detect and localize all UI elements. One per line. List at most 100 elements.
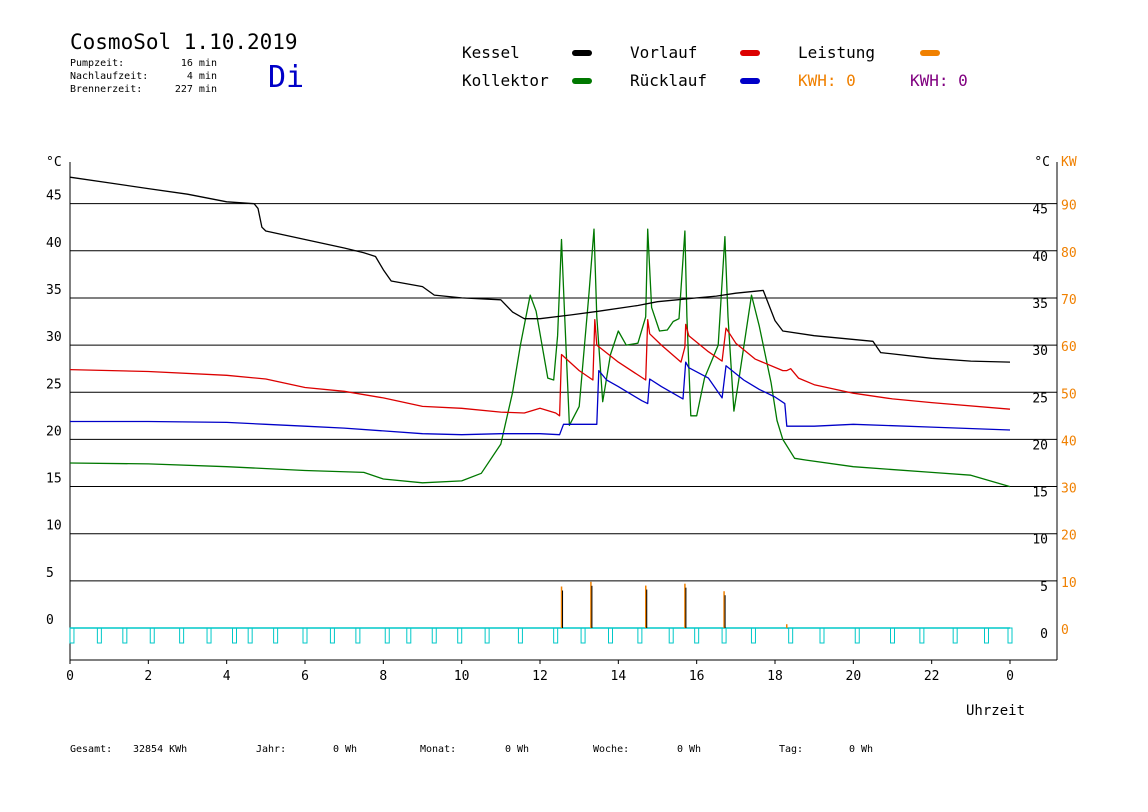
legend-swatch — [572, 50, 592, 56]
x-tick-label: 2 — [144, 669, 152, 684]
pump-pulse — [854, 627, 860, 644]
legend-swatch — [740, 50, 760, 56]
y-tick-label-left: 15 — [46, 472, 62, 487]
pump-pulse — [984, 627, 989, 644]
y-tick-label-left: 40 — [46, 236, 62, 251]
info-value: 16 min — [180, 58, 217, 69]
kw-tick-label: 40 — [1061, 434, 1077, 449]
kw-tick-label: 20 — [1061, 529, 1077, 544]
pump-pulse — [232, 627, 237, 644]
info-value: 4 min — [186, 71, 217, 82]
y-tick-label-left: 45 — [46, 189, 62, 204]
pump-pulse — [553, 627, 559, 644]
x-tick-label: 12 — [532, 669, 548, 684]
info-value: 227 min — [174, 84, 217, 95]
pump-pulse — [608, 627, 613, 644]
footer-label: Monat: — [420, 744, 457, 755]
pump-pulse — [919, 627, 925, 644]
series-line-kessel — [69, 176, 1011, 363]
x-tick-label: 4 — [223, 669, 231, 684]
y-tick-label-left: 20 — [46, 424, 62, 439]
kw-tick-label: 60 — [1061, 340, 1077, 355]
footer-label: Woche: — [593, 744, 630, 755]
x-tick-label: 22 — [924, 669, 940, 684]
footer-value: 0 Wh — [849, 744, 874, 755]
y-tick-label-right: 40 — [1032, 250, 1048, 265]
kwh-label: KWH: 0 — [910, 71, 968, 90]
footer-value: 0 Wh — [505, 744, 530, 755]
weekday-label: Di — [268, 60, 305, 95]
pump-pulse — [273, 627, 279, 644]
y-tick-label-left: 0 — [46, 613, 54, 628]
y-tick-label-right: 25 — [1032, 391, 1048, 406]
y-tick-label-right: 35 — [1032, 297, 1048, 312]
pump-pulse — [788, 627, 794, 644]
pump-pulse — [302, 627, 308, 644]
y-unit-right: °C — [1034, 155, 1050, 170]
pump-pulse — [355, 627, 361, 644]
pump-pulse — [517, 627, 523, 644]
x-tick-label: 20 — [846, 669, 862, 684]
kw-tick-label: 0 — [1061, 623, 1069, 638]
pump-pulse — [819, 627, 825, 644]
y-tick-label-right: 45 — [1032, 203, 1048, 218]
info-label: Pumpzeit: — [70, 58, 125, 69]
pump-pulse — [1007, 627, 1013, 644]
pump-pulse — [890, 627, 895, 644]
legend-label: Kollektor — [462, 71, 549, 90]
legend-label: Leistung — [798, 43, 876, 62]
y-tick-label-right: 0 — [1040, 627, 1048, 642]
x-tick-label: 10 — [454, 669, 470, 684]
chart-title: CosmoSol 1.10.2019 — [70, 30, 298, 54]
y-tick-label-left: 30 — [46, 330, 62, 345]
pump-pulse — [484, 627, 490, 644]
x-tick-label: 8 — [379, 669, 387, 684]
pump-pulse — [406, 627, 412, 644]
y-tick-label-left: 5 — [46, 566, 54, 581]
legend-swatch — [572, 78, 592, 84]
x-tick-label: 14 — [611, 669, 627, 684]
kw-unit-label: KW — [1061, 155, 1077, 170]
x-tick-label: 0 — [66, 669, 74, 684]
pump-pulse — [457, 627, 463, 644]
pump-pulse — [694, 627, 700, 644]
pump-pulse — [247, 627, 253, 644]
y-tick-label-right: 10 — [1032, 533, 1048, 548]
x-tick-label: 6 — [301, 669, 309, 684]
kw-tick-label: 30 — [1061, 482, 1077, 497]
pump-pulse — [206, 627, 212, 644]
series-line-ruecklauf — [70, 361, 1011, 436]
legend-label: Kessel — [462, 43, 520, 62]
kwh-label: KWH: 0 — [798, 71, 856, 90]
pump-pulse — [384, 627, 390, 644]
pump-pulse — [329, 627, 335, 644]
y-tick-label-left: 35 — [46, 283, 62, 298]
pump-pulse — [149, 627, 155, 644]
footer-value: 32854 KWh — [133, 744, 188, 755]
pump-pulse — [721, 627, 727, 644]
kw-tick-label: 10 — [1061, 576, 1077, 591]
legend-label: Rücklauf — [630, 71, 708, 90]
pump-pulse — [431, 627, 437, 644]
footer-label: Jahr: — [256, 744, 287, 755]
x-tick-label: 16 — [689, 669, 705, 684]
kw-tick-label: 70 — [1061, 293, 1077, 308]
y-tick-label-right: 15 — [1032, 486, 1048, 501]
footer-value: 0 Wh — [333, 744, 358, 755]
kw-tick-label: 50 — [1061, 387, 1077, 402]
pump-pulse — [69, 627, 75, 644]
y-tick-label-left: 25 — [46, 377, 62, 392]
x-tick-label: 0 — [1006, 669, 1014, 684]
info-label: Nachlaufzeit: — [70, 71, 149, 82]
pump-pulse — [122, 627, 128, 644]
series-line-kollektor — [69, 228, 1011, 488]
y-tick-label-right: 30 — [1032, 344, 1048, 359]
legend-label: Vorlauf — [630, 43, 698, 62]
x-tick-label: 18 — [767, 669, 783, 684]
pump-pulse — [637, 627, 643, 644]
pump-pulse — [668, 627, 674, 644]
info-label: Brennerzeit: — [70, 84, 143, 95]
legend-swatch — [740, 78, 760, 84]
y-tick-label-left: 10 — [46, 519, 62, 534]
footer-label: Gesamt: — [70, 744, 113, 755]
